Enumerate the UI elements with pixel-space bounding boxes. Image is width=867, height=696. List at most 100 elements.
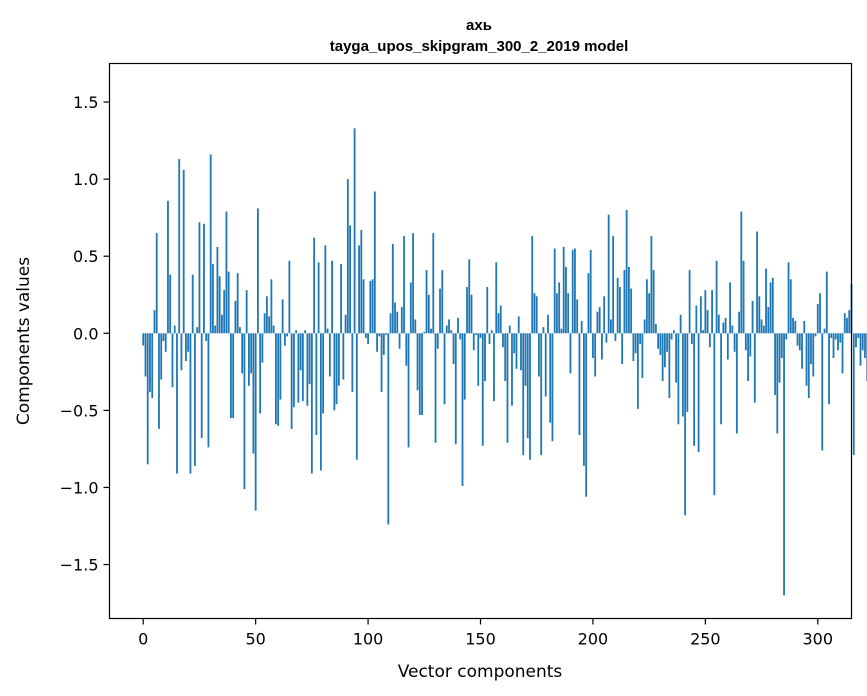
bar	[205, 333, 208, 341]
bar	[432, 233, 435, 334]
bar	[445, 325, 448, 334]
bar	[380, 333, 383, 392]
bar	[416, 333, 419, 391]
bar	[821, 333, 824, 451]
bar	[421, 333, 423, 415]
bar	[448, 319, 450, 334]
bar	[277, 333, 280, 426]
bar	[502, 333, 504, 348]
bar	[468, 259, 471, 334]
bar	[571, 250, 574, 334]
y-tick-label: 0.5	[73, 247, 98, 266]
bar	[825, 271, 828, 334]
bar	[441, 270, 444, 334]
bar	[641, 333, 644, 378]
bar	[227, 271, 230, 334]
bar	[814, 333, 817, 337]
bar	[697, 333, 700, 452]
bar	[569, 333, 572, 374]
bar	[625, 209, 628, 334]
bar	[182, 169, 185, 334]
bar	[234, 300, 237, 334]
bar	[717, 314, 720, 334]
bar	[418, 333, 421, 415]
bar	[679, 314, 682, 334]
bar	[623, 270, 626, 334]
bar	[562, 246, 565, 334]
bar	[688, 270, 691, 334]
bar	[758, 296, 761, 334]
bar	[774, 333, 776, 395]
bar	[848, 310, 851, 334]
bar	[497, 313, 500, 334]
bar	[452, 333, 455, 365]
bar	[720, 333, 722, 425]
bar	[333, 333, 336, 411]
bar	[396, 311, 399, 334]
bar	[254, 333, 257, 511]
bar	[191, 274, 194, 334]
bar	[807, 333, 810, 399]
bar	[760, 319, 763, 334]
bar	[477, 333, 480, 386]
bar	[594, 333, 597, 377]
bar	[751, 300, 754, 334]
bar	[481, 333, 484, 446]
bar	[151, 333, 154, 399]
bar	[200, 333, 203, 439]
bar	[652, 270, 655, 334]
bar	[670, 333, 673, 340]
bar	[270, 279, 273, 334]
bar	[322, 333, 325, 414]
bar	[286, 333, 289, 337]
bar	[173, 325, 176, 334]
bar	[459, 333, 462, 340]
bar	[832, 333, 835, 358]
bar	[164, 333, 167, 352]
bar	[852, 333, 855, 456]
bar	[529, 333, 531, 460]
bar	[212, 263, 214, 334]
bar	[385, 333, 387, 335]
bar	[499, 305, 502, 334]
bar	[769, 282, 772, 334]
bar	[812, 333, 815, 377]
bar	[488, 333, 491, 345]
bar	[837, 333, 839, 351]
bar	[619, 287, 621, 334]
bar	[371, 279, 374, 334]
bar	[567, 293, 570, 334]
bar	[589, 250, 592, 334]
bar	[493, 333, 495, 402]
bar	[382, 333, 385, 355]
bar	[214, 325, 217, 334]
bar	[841, 333, 844, 374]
bar	[153, 310, 156, 334]
bar	[654, 324, 657, 334]
bar	[358, 245, 360, 334]
bar	[506, 333, 509, 443]
bar	[515, 333, 518, 369]
bar	[310, 333, 313, 474]
bar	[167, 200, 169, 334]
bar	[661, 333, 664, 382]
bar	[596, 311, 599, 334]
bar	[180, 333, 183, 371]
bar	[362, 279, 365, 334]
bar	[162, 333, 165, 341]
bar	[176, 333, 178, 474]
bar	[801, 333, 803, 369]
bar	[517, 316, 520, 334]
bar	[592, 333, 594, 358]
bar	[243, 333, 246, 489]
bar	[778, 333, 781, 383]
bar	[299, 333, 302, 371]
bar	[274, 333, 277, 425]
bar	[450, 330, 453, 334]
bar	[261, 333, 264, 363]
bar	[232, 333, 235, 419]
bar	[628, 267, 630, 334]
bar	[578, 333, 581, 436]
x-tick-label: 200	[578, 630, 609, 649]
bar	[169, 274, 172, 334]
